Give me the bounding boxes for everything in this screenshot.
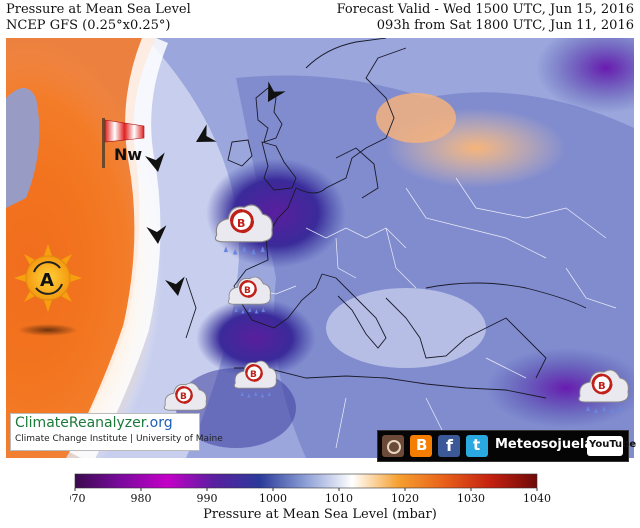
high-pressure-core: [6, 38, 156, 458]
anticyclone-label: A: [40, 270, 54, 291]
legend-tick-label: 1000: [259, 492, 287, 505]
legend-gradient-bar: [74, 473, 538, 489]
legend-title: Pressure at Mean Sea Level (mbar): [203, 507, 437, 522]
social-bar: B f t Meteosojuela YouTube: [377, 430, 636, 462]
low-pressure-northeast: [536, 38, 634, 113]
coast-north-europe: [295, 47, 407, 194]
warm-patch-east-core: [376, 93, 456, 143]
coast-italy: [321, 273, 387, 349]
youtube-label: YouTube: [589, 439, 637, 450]
legend-tick-label: 1010: [325, 492, 353, 505]
climate-reanalyzer-credit[interactable]: ClimateReanalyzer.org Climate Change Ins…: [10, 413, 223, 451]
pressure-legend: 970 980 990 1000 1010 1020 1030 1040 Pressure a…: [65, 471, 570, 523]
windsock-icon: Nw: [102, 118, 145, 168]
coast-north-africa: [234, 367, 547, 399]
legend-tick-label: 970: [70, 492, 86, 505]
anticyclone-sun-icon: A: [14, 244, 82, 336]
country-borders: [245, 177, 617, 449]
low-pressure-iberia: [196, 298, 316, 378]
instagram-icon[interactable]: [382, 435, 404, 457]
map-title: Pressure at Mean Sea Level: [6, 2, 191, 17]
coast-ireland: [227, 139, 253, 167]
facebook-icon[interactable]: f: [438, 435, 460, 457]
low-letter-uk: B: [237, 217, 245, 230]
low-letter-morocco: B: [180, 392, 187, 402]
youtube-icon[interactable]: YouTube: [587, 436, 636, 456]
blogger-icon[interactable]: B: [410, 435, 432, 457]
coast-england: [261, 141, 297, 191]
coast-denmark: [335, 147, 379, 199]
low-letter-france: B: [244, 286, 251, 296]
low-letter-algeria: B: [250, 370, 257, 380]
low-pressure-letters: B B B B B: [180, 217, 606, 402]
social-handle[interactable]: Meteosojuela: [495, 437, 594, 452]
legend-tick-label: 980: [131, 492, 152, 505]
coast-levant: [505, 317, 547, 379]
coast-norway: [305, 38, 387, 69]
pressure-map-svg: Nw A B B B B: [6, 38, 634, 458]
small-low-west: [6, 88, 40, 208]
mediterranean-field: [326, 288, 486, 368]
legend-tick-label: 1020: [391, 492, 419, 505]
wind-direction-label: Nw: [114, 145, 142, 164]
low-pressure-middle-east: [486, 348, 634, 428]
legend-tick-label: 1040: [523, 492, 551, 505]
legend-colorbar: 970 980 990 1000 1010 1020 1030 1040: [65, 473, 551, 505]
legend-tick-label: 990: [197, 492, 218, 505]
coast-black-sea: [425, 282, 587, 309]
model-name: NCEP GFS (0.25°x0.25°): [6, 18, 171, 33]
ridge-band: [69, 38, 169, 458]
forecast-init-time: 093h from Sat 1800 UTC, Jun 11, 2016: [376, 18, 634, 33]
twitter-icon[interactable]: t: [466, 435, 488, 457]
coast-portugal: [185, 277, 197, 339]
brand-subtitle: Climate Change Institute | University of…: [15, 434, 223, 444]
brand-name: ClimateReanalyzer.org: [15, 415, 173, 431]
legend-tick-label: 1030: [457, 492, 485, 505]
low-letter-middle-east: B: [598, 381, 606, 392]
forecast-valid-time: Forecast Valid - Wed 1500 UTC, Jun 15, 2…: [336, 2, 634, 17]
coast-balkans: [385, 297, 507, 359]
pressure-map: Nw A B B B B: [6, 38, 634, 458]
